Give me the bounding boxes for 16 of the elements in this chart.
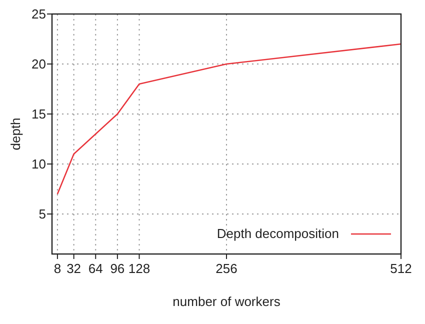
y-tick-label: 15 (32, 106, 46, 122)
y-axis-title: depth (8, 118, 23, 150)
x-axis-title: number of workers (172, 294, 281, 309)
legend-label: Depth decomposition (216, 226, 339, 241)
y-tick-label: 10 (32, 156, 46, 172)
x-tick-label: 512 (390, 261, 412, 276)
y-tick-label: 25 (32, 6, 46, 22)
x-tick-label: 8 (54, 261, 62, 276)
x-tick-label: 32 (66, 261, 82, 276)
x-tick-label: 64 (88, 261, 103, 276)
line-series (56, 43, 402, 195)
x-tick-label: 256 (216, 261, 238, 276)
x-tick-label: 96 (110, 261, 125, 276)
y-tick-label: 5 (38, 206, 46, 222)
x-tick-label: 128 (128, 261, 150, 276)
y-tick-label: 20 (32, 56, 46, 72)
